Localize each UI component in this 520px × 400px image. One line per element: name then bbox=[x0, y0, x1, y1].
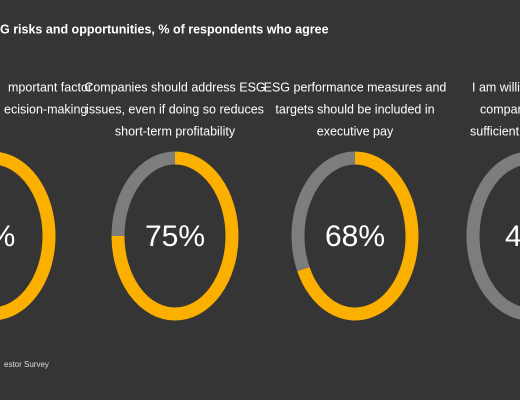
donut-value bbox=[297, 151, 419, 321]
donut-rest bbox=[466, 152, 520, 320]
panel-text: targets should be included in bbox=[275, 102, 434, 116]
panel-text: Companies should address ESG bbox=[84, 80, 265, 94]
value-label: 68% bbox=[325, 220, 385, 253]
panel-text: short-term profitability bbox=[115, 124, 236, 138]
panel-text: ecision-making bbox=[4, 102, 87, 116]
source: estor Survey bbox=[4, 360, 49, 369]
value-label: % bbox=[0, 220, 15, 253]
panel-text: issues, even if doing so reduces bbox=[86, 102, 264, 116]
panel-text: I am willin bbox=[472, 80, 520, 94]
donut-rest bbox=[111, 151, 176, 237]
chart-title: G risks and opportunities, % of responde… bbox=[0, 22, 329, 36]
panel-text: mportant factor bbox=[8, 80, 92, 94]
panel-text: ESG performance measures and bbox=[264, 80, 447, 94]
panel-text: executive pay bbox=[317, 124, 394, 138]
donut-rest bbox=[291, 151, 356, 272]
donut-value bbox=[111, 151, 239, 321]
panel-text: sufficient act bbox=[470, 124, 520, 138]
value-label: 4 bbox=[505, 220, 520, 253]
panel-text: companies bbox=[480, 102, 520, 116]
donut-value bbox=[0, 152, 56, 320]
value-label: 75% bbox=[145, 220, 205, 253]
